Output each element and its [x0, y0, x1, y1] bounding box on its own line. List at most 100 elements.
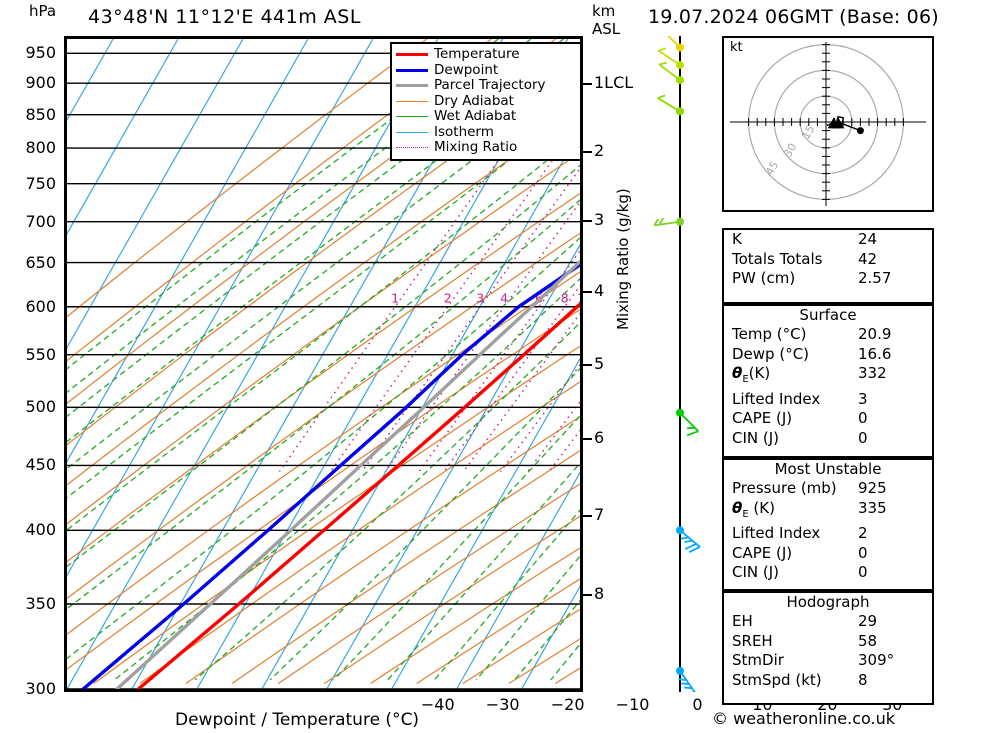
- hodograph-stats-panel: Hodograph EH 29 SREH 58 StmDir 309° StmSpd (kt)…: [722, 591, 934, 705]
- legend-swatch-dewpoint: [396, 68, 428, 72]
- table-row: SREH 58: [724, 632, 932, 652]
- height-tick-label: 2: [594, 140, 605, 160]
- mixing-ratio-label: 10: [577, 291, 580, 306]
- row-value: 20.9: [858, 325, 892, 343]
- row-key: Lifted Index: [732, 524, 821, 542]
- wind-barb: [676, 408, 700, 437]
- height-tick-label: 8: [594, 583, 605, 603]
- pressure-tick-label: 550: [25, 344, 56, 364]
- row-key: Temp (°C): [732, 325, 807, 343]
- hodograph-ring-label: 15: [799, 123, 817, 142]
- legend-label: Dewpoint: [434, 61, 499, 78]
- legend-label: Parcel Trajectory: [434, 77, 546, 93]
- mixing-ratio-axis-title: Mixing Ratio (g/kg): [614, 188, 632, 330]
- row-value: 16.6: [858, 344, 892, 363]
- legend-item: Parcel Trajectory: [396, 78, 576, 94]
- pressure-tick-label: 800: [25, 138, 56, 158]
- panel-title: Surface: [799, 306, 857, 324]
- wind-barb: [657, 94, 684, 116]
- row-value: 58: [858, 631, 878, 650]
- row-value: 332: [858, 364, 887, 382]
- wind-barbs: [653, 27, 701, 696]
- legend-swatch-dry-adiabat: [396, 100, 428, 102]
- pressure-tick-label: 950: [25, 43, 56, 63]
- hodograph-ring-label: 30: [781, 141, 799, 160]
- legend-swatch-temperature: [396, 53, 428, 57]
- wind-barb: [657, 47, 684, 70]
- table-row: CIN (J) 0: [724, 563, 932, 583]
- temperature-tick-label: 0: [692, 695, 703, 714]
- row-value: 3: [858, 389, 868, 408]
- legend-label: Isotherm: [434, 123, 494, 140]
- table-row: Temp (°C) 20.9: [724, 325, 932, 345]
- legend-swatch-isotherm: [396, 131, 428, 133]
- legend-item: Dry Adiabat: [396, 94, 576, 110]
- pressure-unit-label: hPa: [29, 2, 57, 20]
- height-tick-label: 4: [594, 280, 605, 300]
- row-value: 335: [858, 498, 887, 517]
- row-key: EH: [732, 612, 753, 630]
- row-key: CIN (J): [732, 563, 780, 581]
- pressure-tick-label: 500: [25, 397, 56, 417]
- row-key: CIN (J): [732, 428, 780, 447]
- table-row: K 24: [724, 230, 932, 250]
- mixing-ratio-label: 8: [561, 291, 569, 306]
- row-value: 24: [858, 230, 878, 248]
- wind-barb-canvas: [653, 27, 701, 696]
- row-value: 0: [858, 563, 868, 581]
- legend-swatch-mixing-ratio: [396, 147, 428, 149]
- pressure-tick-label: 750: [25, 173, 56, 193]
- copyright-notice: © weatheronline.co.uk: [712, 709, 895, 728]
- mixing-ratio-label: 3: [476, 291, 484, 306]
- table-row: CIN (J) 0: [724, 429, 932, 449]
- table-row: CAPE (J) 0: [724, 409, 932, 429]
- temperature-tick-label: −40: [420, 695, 455, 714]
- sounding-traces: [81, 259, 580, 689]
- table-row: CAPE (J) 0: [724, 544, 932, 564]
- row-key: SREH: [732, 631, 773, 650]
- row-key: CAPE (J): [732, 543, 793, 562]
- isobar-lines: [67, 52, 580, 689]
- hodograph-unit-label: kt: [730, 40, 743, 55]
- row-value: 42: [858, 249, 878, 268]
- pressure-tick-label: 650: [25, 252, 56, 272]
- table-row: θE (K) 335: [724, 499, 932, 525]
- legend-swatch-wet-adiabat: [396, 116, 428, 118]
- temperature-tick-label: −10: [615, 695, 650, 714]
- table-row: StmDir 309°: [724, 651, 932, 671]
- row-key: StmSpd (kt): [732, 670, 822, 689]
- mixing-ratio-label: 4: [500, 291, 508, 306]
- height-tick-label: 7: [594, 504, 605, 524]
- height-tick: [583, 290, 592, 293]
- most-unstable-panel: Most Unstable Pressure (mb) 925 θE (K) 335 Li…: [722, 458, 934, 591]
- pressure-tick-label: 350: [25, 593, 56, 613]
- table-row: θE(K) 332: [724, 364, 932, 390]
- hodograph-trace: [826, 116, 864, 135]
- pressure-tick-label: 850: [25, 104, 56, 124]
- table-row: Lifted Index 2: [724, 524, 932, 544]
- row-value: 29: [858, 612, 878, 630]
- height-tick-label: 1LCL: [594, 72, 634, 92]
- pressure-tick-label: 450: [25, 455, 56, 475]
- legend-label: Mixing Ratio: [434, 139, 518, 155]
- table-row: PW (cm) 2.57: [724, 269, 932, 289]
- height-unit-asl-label: ASL: [592, 20, 621, 38]
- height-tick: [583, 150, 592, 153]
- row-key: θE (K): [732, 498, 775, 520]
- row-key: CAPE (J): [732, 409, 793, 427]
- legend-item: Wet Adiabat: [396, 109, 576, 125]
- row-key: Totals Totals: [732, 249, 823, 268]
- row-value: 925: [858, 479, 887, 497]
- table-row: StmSpd (kt) 8: [724, 671, 932, 691]
- pressure-tick-label: 400: [25, 520, 56, 540]
- row-key: Lifted Index: [732, 389, 821, 408]
- height-tick: [583, 514, 592, 517]
- legend-label: Dry Adiabat: [434, 92, 514, 109]
- mixing-ratio-label: 1: [391, 291, 399, 306]
- legend-swatch-parcel-trajectory: [396, 84, 428, 88]
- legend-label: Temperature: [434, 46, 520, 62]
- mixing-ratio-label: 2: [444, 291, 452, 306]
- legend-label: Wet Adiabat: [434, 108, 517, 124]
- row-key: PW (cm): [732, 269, 796, 287]
- row-value: 0: [858, 428, 868, 447]
